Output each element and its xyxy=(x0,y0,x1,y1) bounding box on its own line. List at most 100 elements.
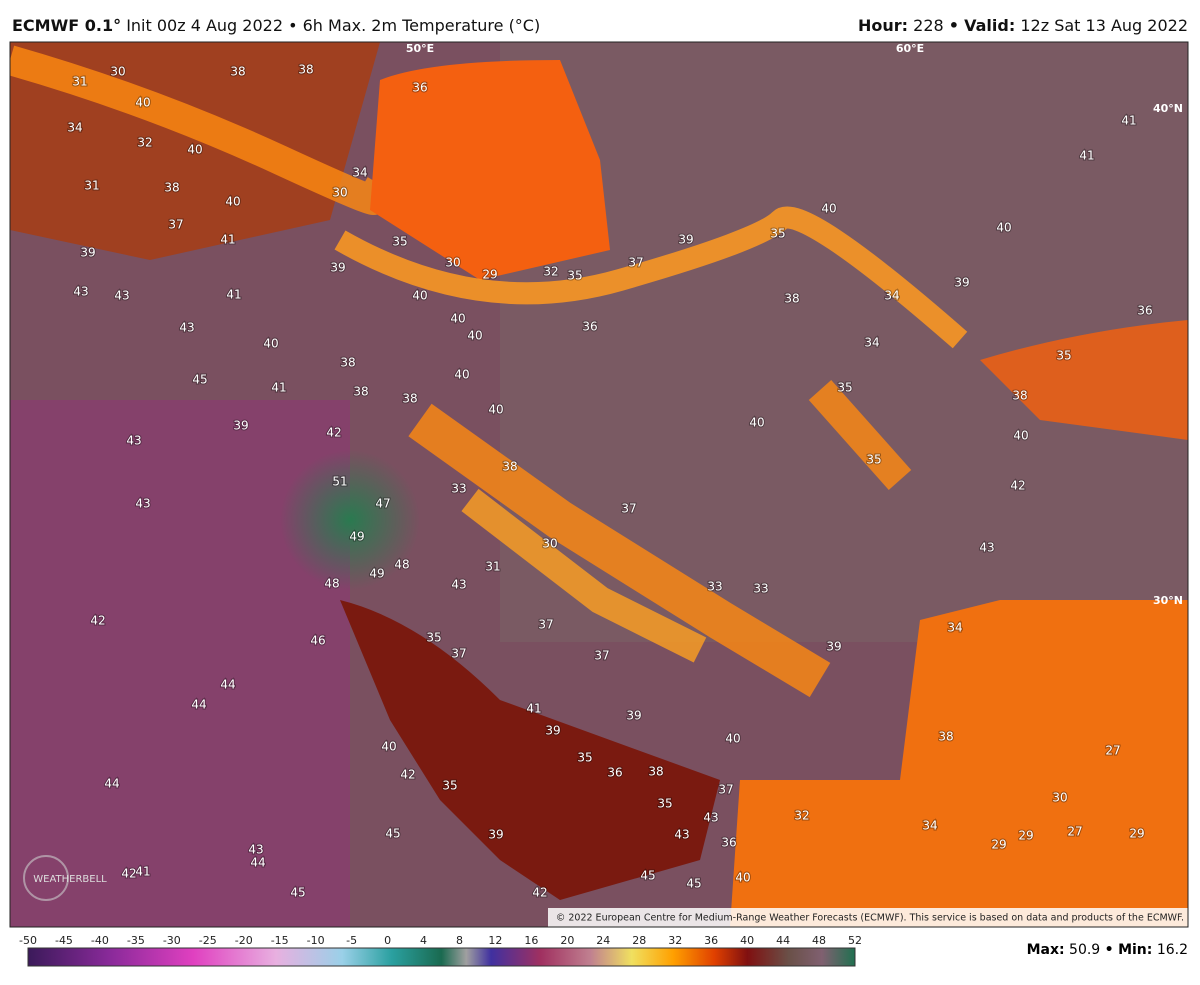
temperature-label: 43 xyxy=(179,321,194,335)
temperature-label: 39 xyxy=(626,709,641,723)
temperature-label: 46 xyxy=(310,634,325,648)
temperature-label: 30 xyxy=(445,256,460,270)
temperature-label: 41 xyxy=(271,381,286,395)
temperature-label: 39 xyxy=(545,724,560,738)
colorbar-tick-label: 36 xyxy=(704,934,718,947)
temperature-label: 37 xyxy=(451,647,466,661)
colorbar-tick-label: 40 xyxy=(740,934,754,947)
temperature-label: 43 xyxy=(979,541,994,555)
temperature-label: 41 xyxy=(526,702,541,716)
colorbar-tick-label: 4 xyxy=(420,934,427,947)
temperature-label: 37 xyxy=(718,783,733,797)
temperature-label: 38 xyxy=(648,765,663,779)
colorbar-tick-label: -15 xyxy=(271,934,289,947)
temperature-label: 38 xyxy=(938,730,953,744)
temperature-label: 43 xyxy=(126,434,141,448)
temperature-label: 32 xyxy=(794,809,809,823)
temperature-label: 29 xyxy=(482,268,497,282)
temperature-label: 43 xyxy=(73,285,88,299)
temperature-label: 40 xyxy=(821,202,836,216)
temperature-label: 45 xyxy=(640,869,655,883)
temperature-label: 35 xyxy=(442,779,457,793)
colorbar-tick-label: 32 xyxy=(668,934,682,947)
temperature-label: 40 xyxy=(225,195,240,209)
temperature-label: 40 xyxy=(467,329,482,343)
temperature-label: 43 xyxy=(674,828,689,842)
temperature-label: 44 xyxy=(220,678,235,692)
temperature-label: 51 xyxy=(332,475,347,489)
min-label: Min: xyxy=(1118,942,1153,958)
temperature-label: 49 xyxy=(349,530,364,544)
temperature-label: 37 xyxy=(621,502,636,516)
temperature-label: 36 xyxy=(1137,304,1152,318)
temperature-label: 40 xyxy=(263,337,278,351)
header-left: ECMWF 0.1° Init 00z 4 Aug 2022 • 6h Max.… xyxy=(12,16,540,35)
footer: Max: 50.9 • Min: 16.2 xyxy=(1027,942,1188,958)
temperature-label: 39 xyxy=(678,233,693,247)
temperature-label: 44 xyxy=(250,856,265,870)
temperature-label: 38 xyxy=(784,292,799,306)
colorbar-tick-label: 20 xyxy=(560,934,574,947)
temperature-label: 39 xyxy=(80,246,95,260)
temperature-label: 38 xyxy=(353,385,368,399)
temperature-label: 40 xyxy=(725,732,740,746)
temperature-label: 36 xyxy=(607,766,622,780)
temperature-label: 36 xyxy=(582,320,597,334)
temperature-label: 37 xyxy=(628,256,643,270)
temperature-label: 41 xyxy=(1079,149,1094,163)
temperature-label: 42 xyxy=(400,768,415,782)
temperature-label: 39 xyxy=(826,640,841,654)
valid-label: Valid: xyxy=(964,16,1016,35)
temperature-label: 30 xyxy=(110,65,125,79)
copyright: © 2022 European Centre for Medium-Range … xyxy=(556,913,1184,924)
separator: • xyxy=(948,16,960,35)
temperature-label: 38 xyxy=(230,65,245,79)
temperature-label: 40 xyxy=(412,289,427,303)
temperature-label: 31 xyxy=(485,560,500,574)
colorbar-tick-label: -50 xyxy=(19,934,37,947)
temperature-label: 35 xyxy=(392,235,407,249)
temperature-label: 38 xyxy=(402,392,417,406)
colorbar-tick-label: 48 xyxy=(812,934,826,947)
temperature-label: 35 xyxy=(837,381,852,395)
temperature-label: 39 xyxy=(954,276,969,290)
graticule-label: 60°E xyxy=(896,42,924,55)
temperature-label: 39 xyxy=(330,261,345,275)
temperature-label: 33 xyxy=(451,482,466,496)
temperature-label: 35 xyxy=(1056,349,1071,363)
colorbar xyxy=(27,947,856,967)
temperature-label: 40 xyxy=(996,221,1011,235)
temperature-label: 30 xyxy=(332,186,347,200)
map-border xyxy=(9,41,1189,928)
temperature-label: 33 xyxy=(707,580,722,594)
temperature-label: 40 xyxy=(1013,429,1028,443)
logo: WEATHERBELL xyxy=(33,874,107,885)
temperature-label: 42 xyxy=(121,867,136,881)
temperature-label: 48 xyxy=(394,558,409,572)
temperature-label: 27 xyxy=(1105,744,1120,758)
temperature-label: 38 xyxy=(298,63,313,77)
temperature-label: 39 xyxy=(488,828,503,842)
temperature-label: 30 xyxy=(542,537,557,551)
header-right: Hour: 228 • Valid: 12z Sat 13 Aug 2022 xyxy=(858,16,1188,35)
temperature-label: 32 xyxy=(543,265,558,279)
temperature-label: 41 xyxy=(226,288,241,302)
description: Init 00z 4 Aug 2022 • 6h Max. 2m Tempera… xyxy=(126,16,541,35)
temperature-label: 44 xyxy=(191,698,206,712)
temperature-label: 45 xyxy=(290,886,305,900)
temperature-label: 31 xyxy=(72,75,87,89)
temperature-label: 43 xyxy=(248,843,263,857)
hour-label: Hour: xyxy=(858,16,909,35)
temperature-label: 30 xyxy=(1052,791,1067,805)
graticule-label: 30°N xyxy=(1153,594,1183,607)
temperature-label: 43 xyxy=(703,811,718,825)
colorbar-tick-label: -45 xyxy=(55,934,73,947)
temperature-label: 41 xyxy=(220,233,235,247)
temperature-label: 32 xyxy=(137,136,152,150)
temperature-label: 34 xyxy=(67,121,82,135)
temperature-label: 37 xyxy=(538,618,553,632)
temperature-label: 43 xyxy=(135,497,150,511)
temperature-label: 38 xyxy=(1012,389,1027,403)
